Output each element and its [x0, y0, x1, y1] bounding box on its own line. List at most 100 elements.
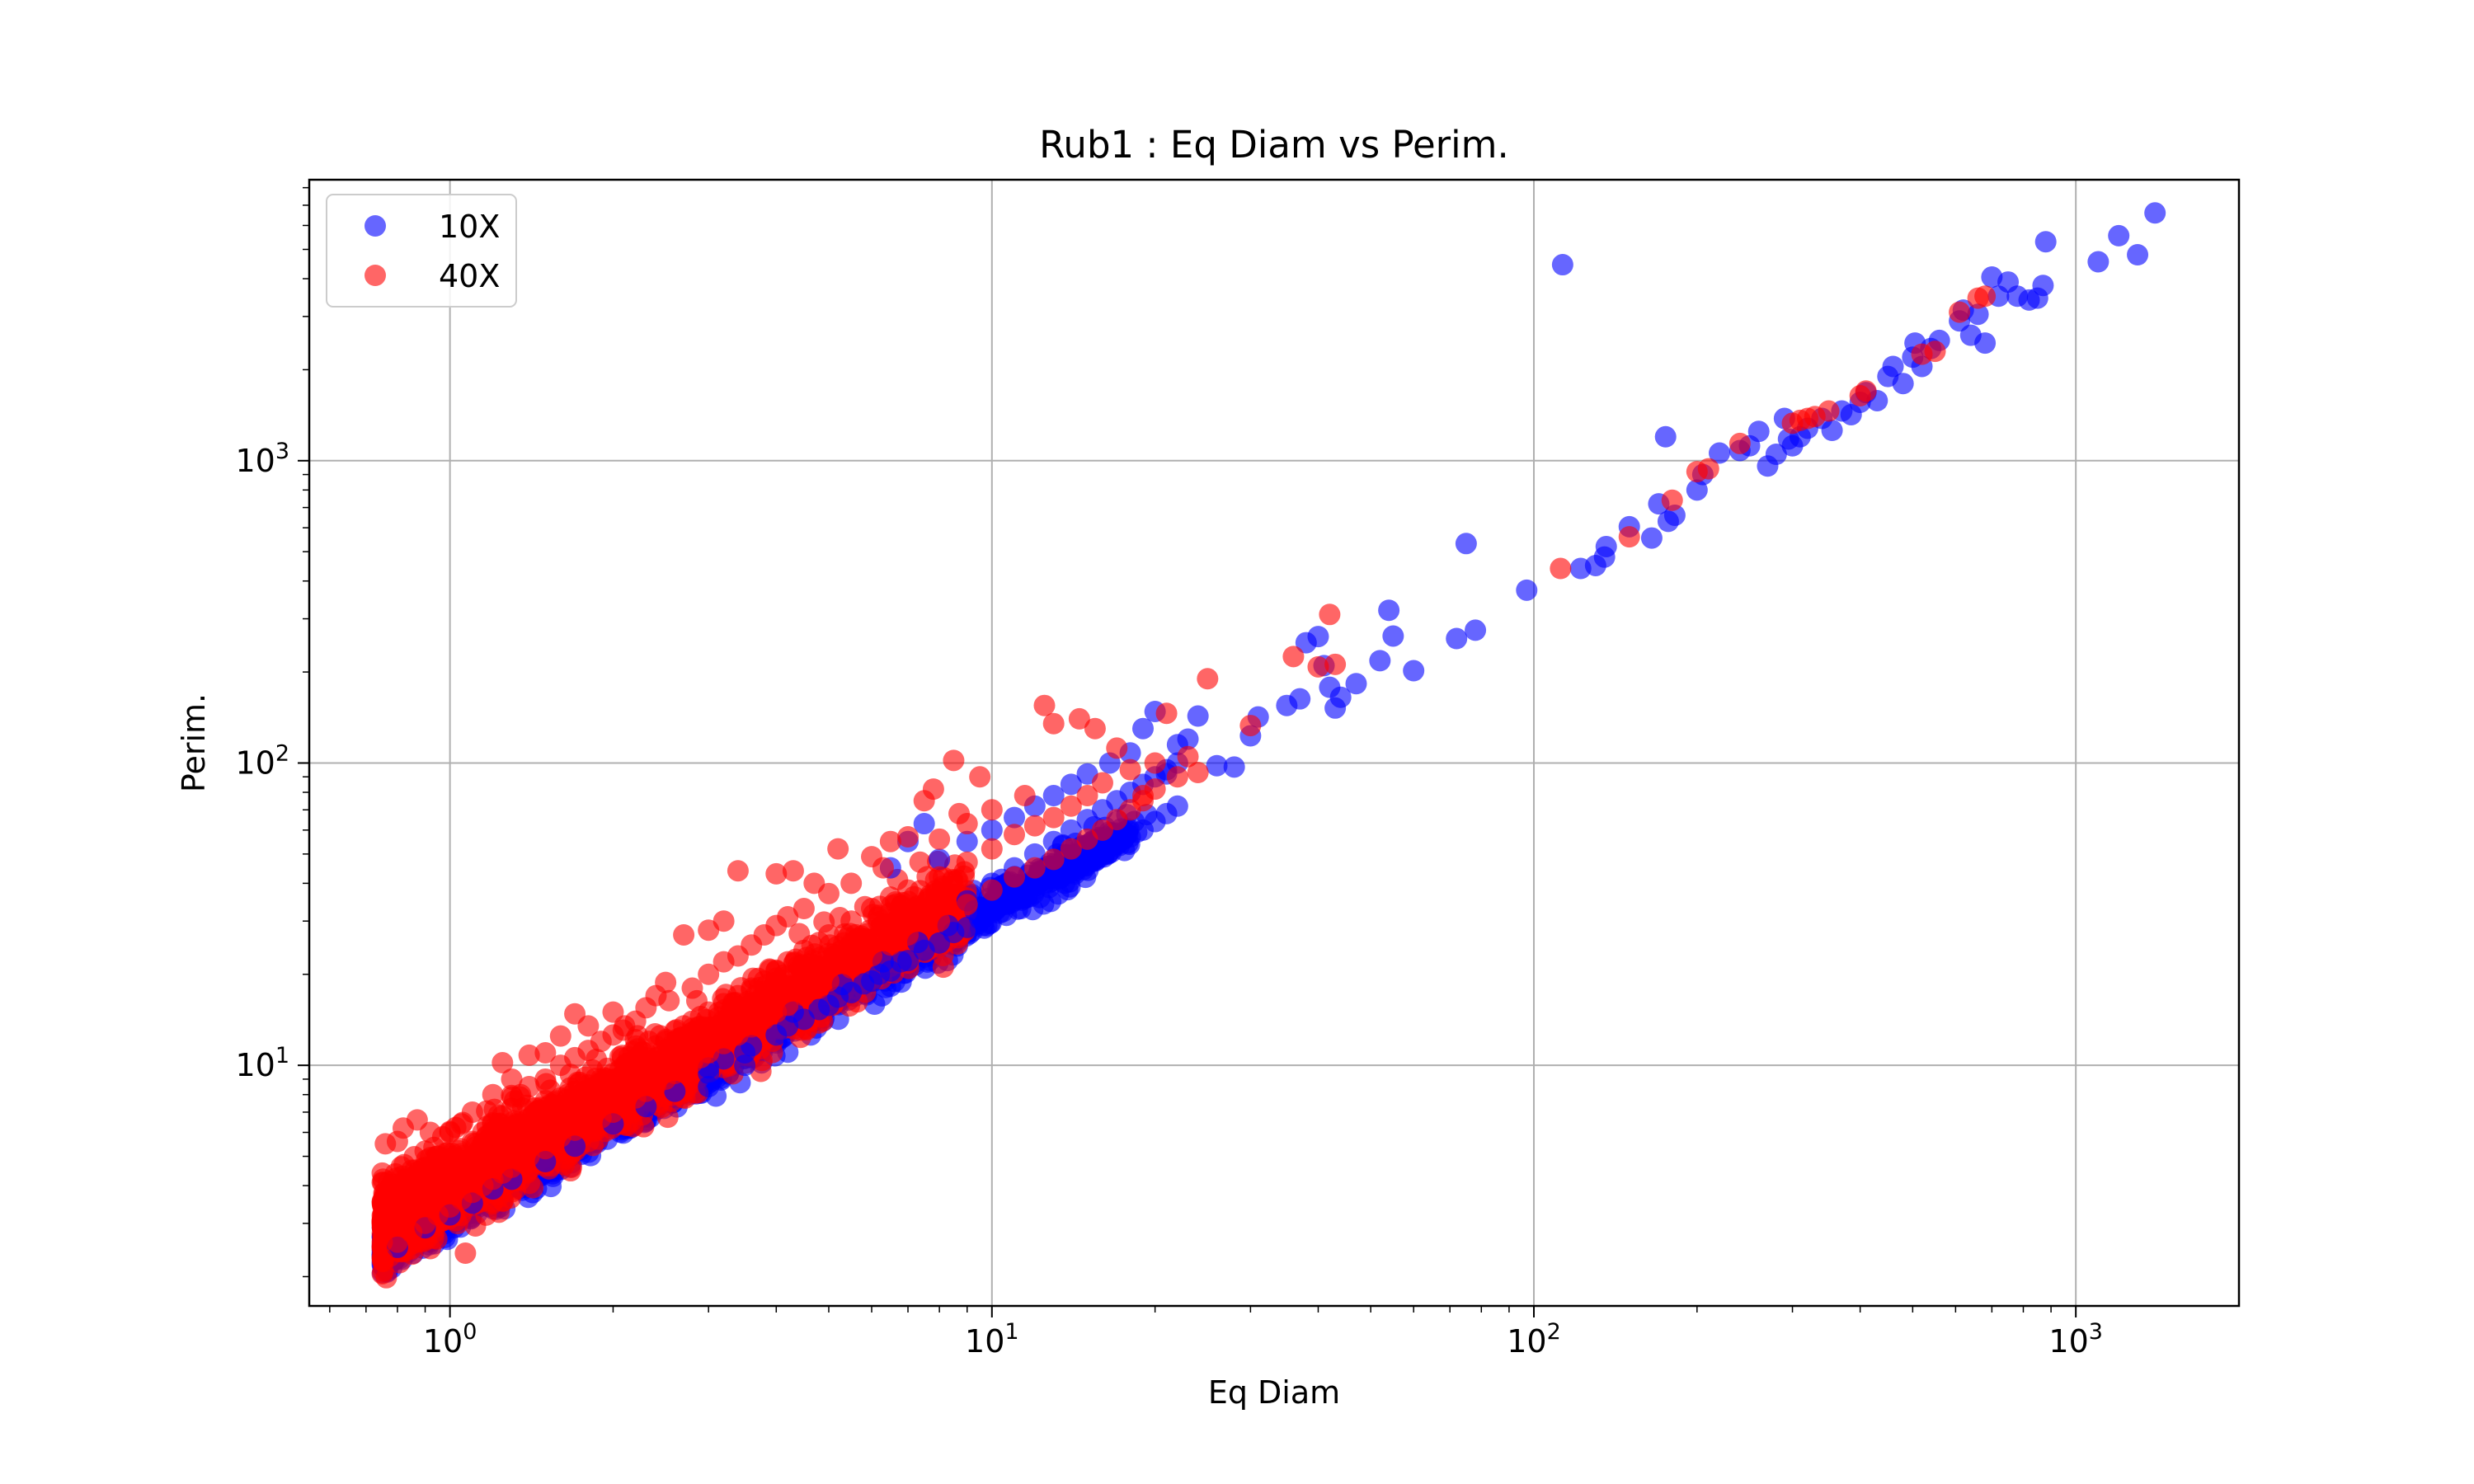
data-point: [1640, 527, 1663, 549]
data-point: [956, 813, 978, 835]
data-point: [698, 963, 720, 985]
data-point: [371, 1231, 393, 1253]
data-point: [981, 838, 1003, 860]
data-point: [1289, 688, 1311, 710]
data-point: [1060, 819, 1082, 841]
data-point: [1307, 655, 1329, 678]
data-point: [1882, 355, 1904, 378]
data-point: [897, 825, 920, 848]
data-point: [1345, 673, 1367, 695]
data-point: [713, 910, 735, 932]
data-point: [1974, 285, 1997, 308]
data-point: [981, 799, 1003, 821]
data-point: [1033, 694, 1056, 716]
data-point: [1060, 838, 1082, 860]
data-point: [929, 910, 951, 932]
data-point: [461, 1101, 483, 1123]
cloud-point: [858, 929, 880, 951]
data-point: [929, 848, 951, 871]
data-point: [1821, 419, 1843, 441]
data-point: [1023, 857, 1046, 879]
data-point: [1654, 425, 1677, 448]
data-point: [956, 894, 978, 916]
data-point: [1004, 806, 1026, 829]
data-point: [1855, 380, 1877, 402]
data-point: [1197, 668, 1219, 690]
data-point: [840, 872, 863, 895]
data-point: [1144, 778, 1166, 801]
data-point: [1465, 619, 1487, 641]
data-point: [1023, 815, 1046, 837]
data-point: [727, 860, 749, 882]
data-point: [518, 1113, 540, 1135]
series-40x: [371, 285, 1997, 1270]
data-point: [577, 1015, 600, 1037]
x-axis-label: Eq Diam: [1208, 1374, 1340, 1411]
data-point: [1924, 340, 1946, 363]
data-point: [1155, 702, 1178, 725]
data-point: [879, 830, 901, 852]
data-point: [793, 898, 815, 920]
data-point: [861, 945, 883, 967]
axis-ticks: 100 101 102 103 101 102 103: [235, 186, 2103, 1360]
data-point: [1319, 603, 1341, 626]
data-point: [2032, 275, 2054, 297]
data-point: [518, 1044, 540, 1066]
data-point: [518, 1076, 540, 1098]
data-point: [1014, 785, 1036, 807]
data-point: [827, 838, 849, 860]
data-point: [1042, 830, 1065, 852]
data-point: [956, 830, 978, 852]
data-point: [879, 934, 901, 956]
data-point: [1119, 758, 1141, 781]
data-point: [879, 886, 901, 909]
data-point: [1818, 400, 1840, 422]
data-point: [1892, 373, 1914, 395]
plot-frame: [308, 178, 2241, 1308]
chart-title: Rub1 : Eq Diam vs Perim.: [1039, 123, 1509, 167]
data-point: [929, 866, 951, 888]
data-point: [1747, 420, 1770, 443]
data-point: [1697, 458, 1719, 480]
data-point: [969, 766, 991, 788]
data-point: [1091, 772, 1113, 794]
legend-label-10x: 10X: [439, 209, 500, 245]
data-point: [1042, 712, 1065, 735]
cloud-point: [909, 851, 931, 873]
data-point: [734, 1054, 756, 1077]
data-point: [777, 905, 799, 928]
grid: [309, 180, 2239, 1306]
data-point: [1042, 806, 1065, 829]
x-tick-label: 101: [965, 1319, 1019, 1360]
data-point: [2108, 224, 2130, 247]
data-point: [1084, 717, 1106, 740]
data-point: [1239, 715, 1262, 737]
data-point: [673, 923, 695, 946]
data-point: [1282, 646, 1305, 668]
legend: 10X 40X: [326, 194, 517, 308]
data-point: [482, 1140, 504, 1162]
data-point: [655, 971, 677, 993]
data-point: [897, 923, 920, 946]
y-tick-label: 103: [235, 439, 289, 479]
data-point: [1661, 489, 1683, 511]
data-point: [1516, 579, 1538, 601]
cloud-point: [582, 1134, 604, 1157]
data-point: [1166, 766, 1188, 788]
data-point: [777, 951, 799, 973]
data-point: [1004, 824, 1026, 846]
data-point: [782, 860, 804, 882]
data-point: [1076, 809, 1098, 831]
data-point: [482, 1083, 504, 1106]
data-point: [1060, 795, 1082, 817]
data-point: [1068, 707, 1090, 730]
y-tick-label: 102: [235, 740, 289, 781]
data-point: [817, 923, 840, 946]
data-point: [1177, 745, 1199, 768]
data-point: [1765, 444, 1787, 466]
data-point: [1144, 752, 1166, 774]
data-point: [681, 977, 703, 999]
data-point: [853, 973, 875, 995]
data-point: [1206, 754, 1228, 777]
